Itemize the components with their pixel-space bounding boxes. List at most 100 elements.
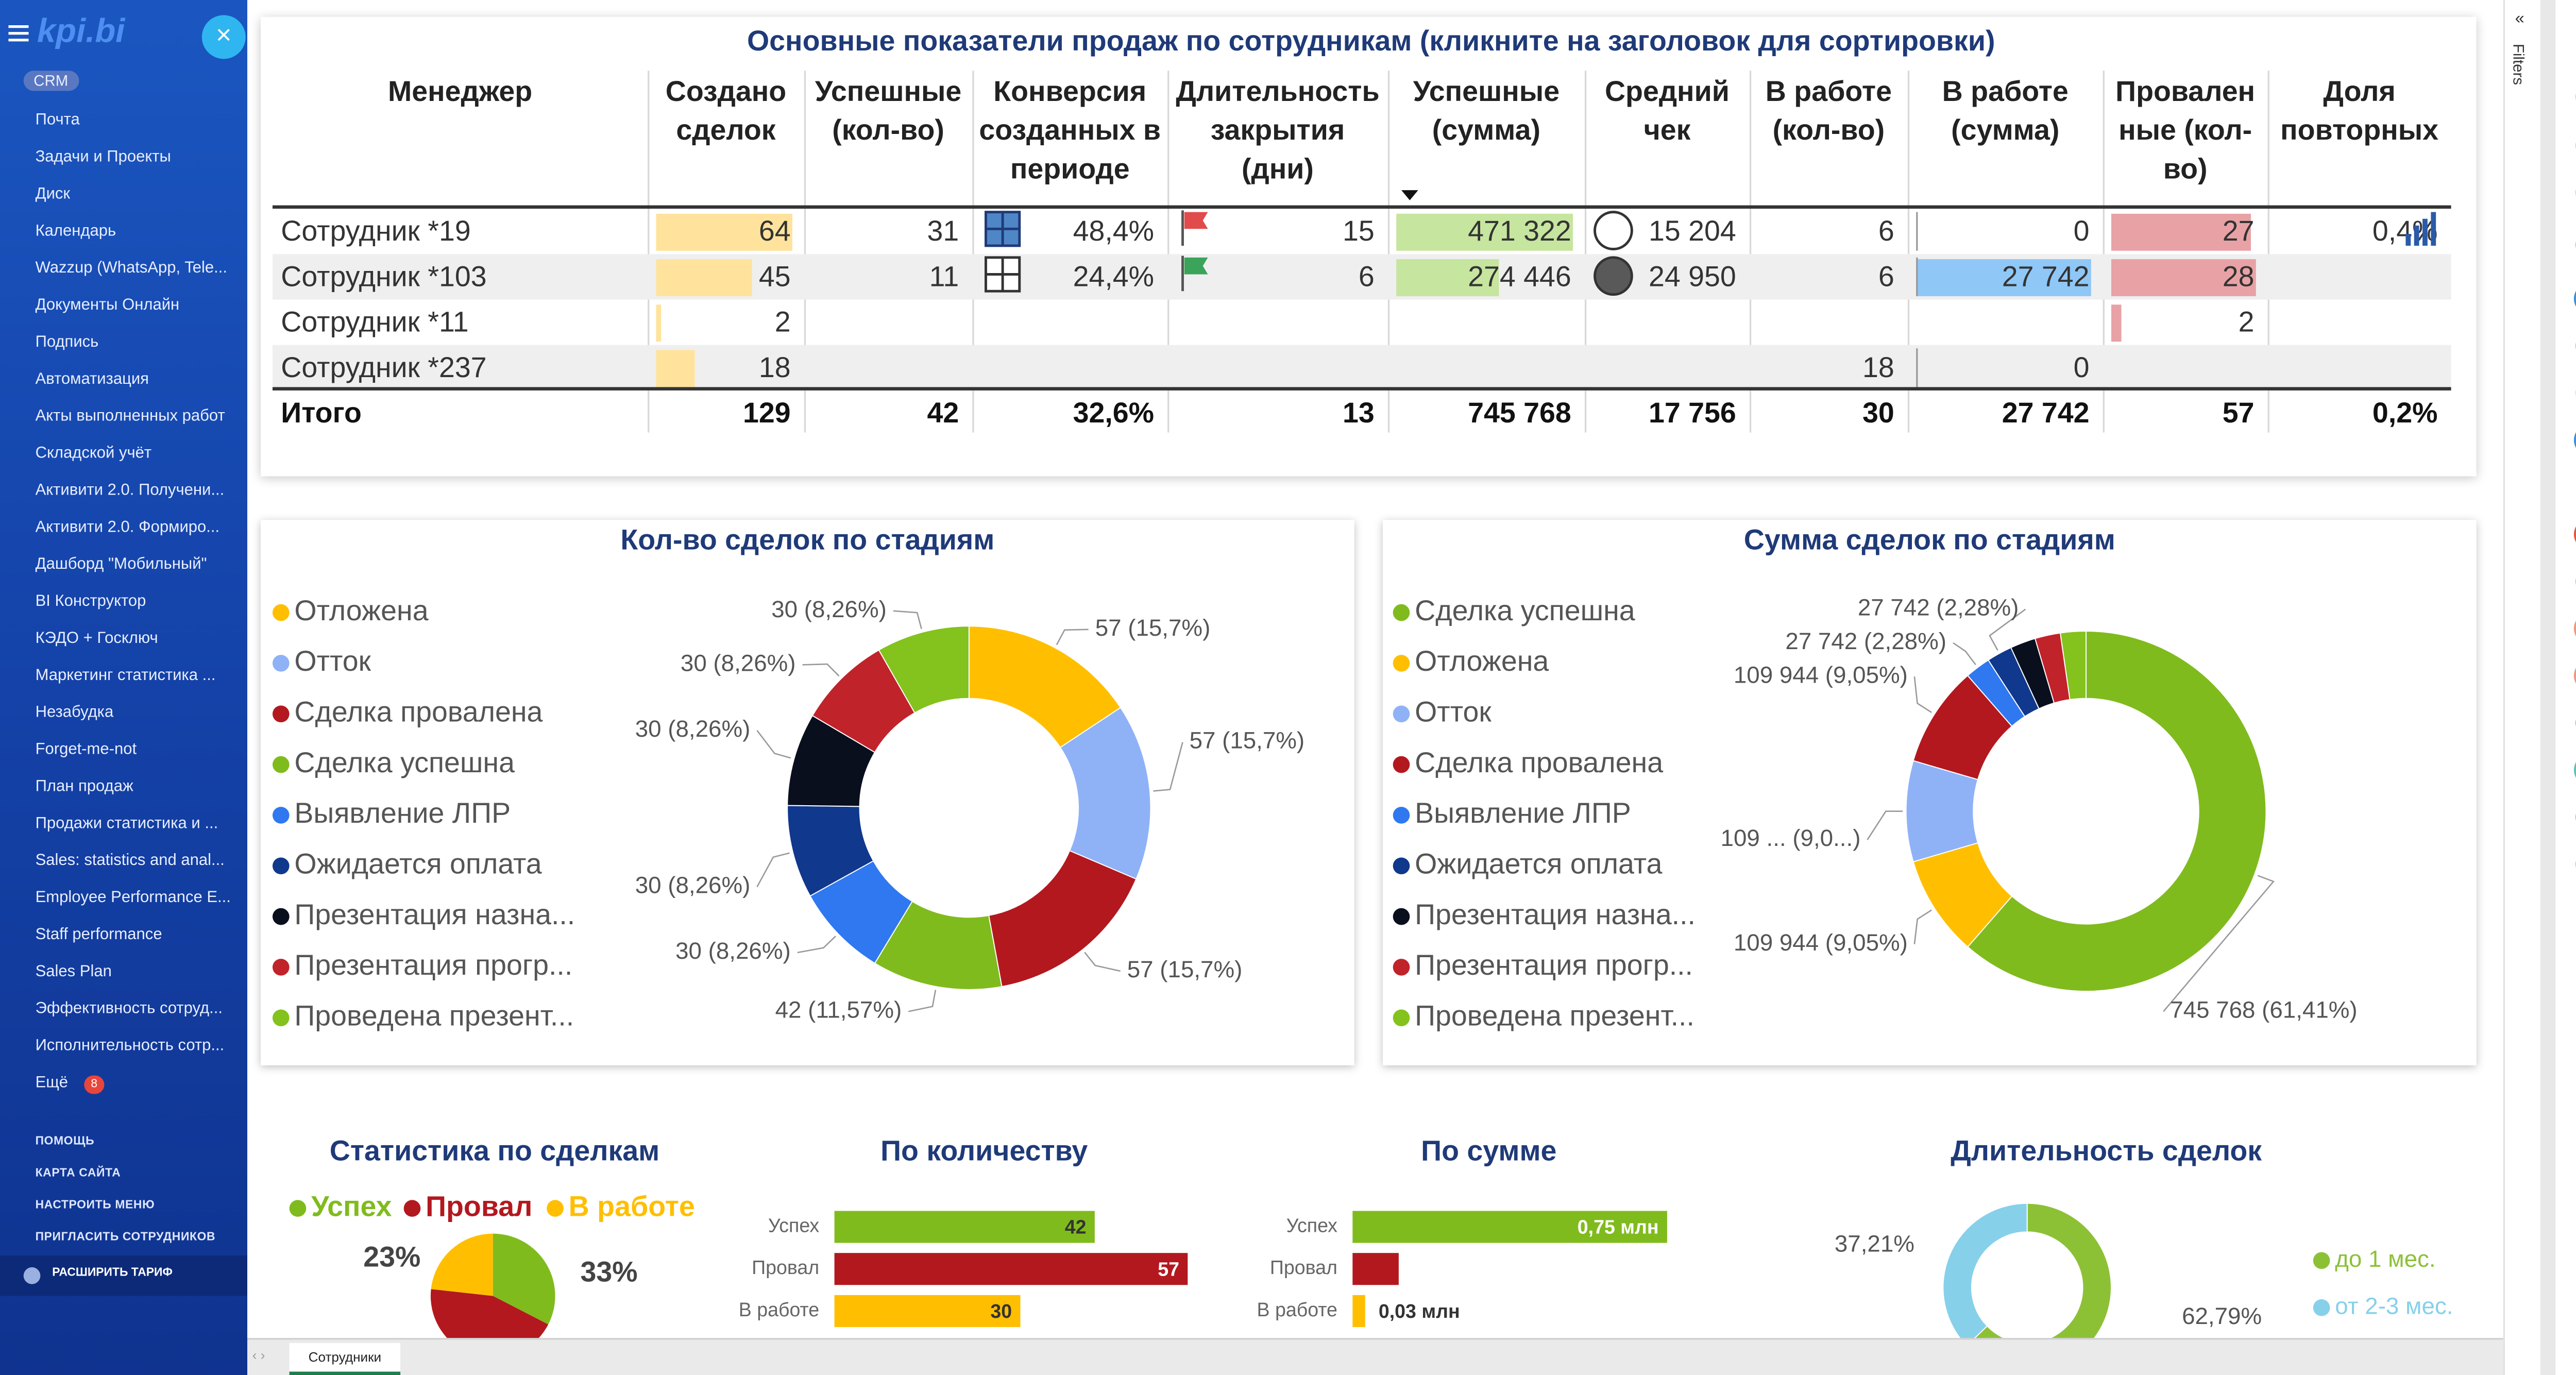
data-bar	[1396, 258, 1499, 296]
bar	[834, 1295, 1021, 1327]
close-button[interactable]: ×	[201, 15, 246, 59]
menu-item[interactable]: Документы Онлайн	[35, 296, 180, 315]
avatar[interactable]: TB	[2573, 754, 2576, 786]
tab-scroll[interactable]: ‹ ›	[252, 1348, 265, 1364]
footer-link[interactable]: ПРИГЛАСИТЬ СОТРУДНИКОВ	[35, 1232, 216, 1244]
footer-link[interactable]: ПОМОЩЬ	[35, 1136, 95, 1148]
legend-marker	[272, 959, 290, 976]
menu-item[interactable]: Исполнительность сотр...	[35, 1037, 225, 1056]
footer-link[interactable]: НАСТРОИТЬ МЕНЮ	[35, 1200, 155, 1212]
avatar[interactable]: AC	[2573, 424, 2576, 456]
menu-item[interactable]: Задачи и Проекты	[35, 148, 171, 167]
avatar[interactable]: KO	[2573, 613, 2576, 645]
menu-item[interactable]: Подпись	[35, 333, 99, 352]
menu-item[interactable]: Дашборд "Мобильный"	[35, 555, 207, 574]
avatar[interactable]: EB	[2573, 518, 2576, 551]
menu-item[interactable]: Складской учёт	[35, 444, 152, 463]
bar	[834, 1253, 1188, 1285]
menu-item[interactable]: План продаж	[35, 777, 133, 796]
column-header[interactable]: Успешные (кол-во)	[815, 76, 962, 147]
column-header[interactable]: В работе (сумма)	[1942, 76, 2069, 147]
leader-line	[1867, 810, 1903, 840]
avatar[interactable]: MM	[2573, 282, 2576, 315]
menu-item[interactable]: Активити 2.0. Получени...	[35, 481, 225, 500]
menu-item[interactable]: Wazzup (WhatsApp, Tele...	[35, 259, 227, 278]
menu-item[interactable]: Почта	[35, 111, 80, 130]
footer-link[interactable]: КАРТА САЙТА	[35, 1168, 121, 1180]
table-cell: 28	[2222, 261, 2255, 293]
leader-line	[1953, 642, 1976, 666]
menu-item[interactable]: Автоматизация	[35, 370, 149, 389]
data-bar	[1916, 258, 2091, 296]
avatar[interactable]: MA	[2573, 659, 2576, 692]
column-separator	[1167, 71, 1170, 433]
menu-item[interactable]: Sales Plan	[35, 962, 112, 981]
menu-item[interactable]: Sales: statistics and anal...	[35, 852, 225, 870]
data-bar	[656, 349, 694, 386]
legend-marker	[2313, 1299, 2330, 1316]
menu-item[interactable]: Продажи статистика и ...	[35, 814, 218, 834]
menu-item[interactable]: КЭДО + Госключ	[35, 629, 158, 648]
leader-line	[802, 663, 840, 677]
menu-item[interactable]: Активити 2.0. Формиро...	[35, 518, 220, 537]
menu-icon[interactable]	[8, 24, 32, 44]
leader-line	[2163, 875, 2275, 1012]
legend-marker	[1393, 705, 1410, 723]
menu-item[interactable]: Диск	[35, 185, 71, 204]
collapse-icon[interactable]: «	[2515, 10, 2524, 29]
legend-label: Отложена	[294, 595, 428, 626]
legend-marker	[1393, 655, 1410, 672]
menu-item[interactable]: Незабудка	[35, 703, 114, 722]
row-label: Сотрудник *19	[281, 215, 471, 248]
column-separator	[2267, 71, 2269, 433]
column-header[interactable]: Доля повторных	[2280, 76, 2439, 147]
leader-line	[1989, 608, 2026, 651]
leader-line	[893, 610, 922, 630]
bar	[1352, 1253, 1399, 1285]
upgrade-button[interactable]: РАСШИРИТЬ ТАРИФ	[0, 1255, 248, 1296]
table-cell: 0,2%	[2372, 397, 2438, 430]
crm-badge[interactable]: CRM	[23, 71, 78, 91]
logo[interactable]: kpi.bi	[37, 13, 125, 51]
column-header[interactable]: Менеджер	[387, 76, 533, 108]
slice	[1059, 707, 1151, 880]
menu-item[interactable]: Эффективность сотруд...	[35, 999, 223, 1018]
data-label: 57 (15,7%)	[1190, 727, 1305, 754]
table-cell: 471 322	[1468, 215, 1571, 248]
column-header[interactable]: Средний чек	[1604, 76, 1730, 147]
tab[interactable]: Сотрудники	[289, 1343, 401, 1375]
table-cell: 27	[2222, 215, 2255, 248]
legend-marker	[1393, 959, 1410, 976]
column-header[interactable]: Проваленные (кол-во)	[2115, 76, 2256, 185]
data-label: 745 768 (61,41%)	[2170, 996, 2357, 1023]
upgrade-label: РАСШИРИТЬ ТАРИФ	[52, 1267, 173, 1279]
menu-item[interactable]: Акты выполненных работ	[35, 407, 225, 426]
menu-item[interactable]: BI Конструктор	[35, 592, 146, 611]
menu-item[interactable]: Forget-me-not	[35, 740, 137, 759]
column-header[interactable]: В работе (кол-во)	[1765, 76, 1892, 147]
category-label: Успех	[1286, 1214, 1337, 1236]
legend-marker	[272, 1009, 290, 1027]
chart-title: Статистика по сделкам	[330, 1134, 659, 1166]
column-header[interactable]: Создано сделок	[665, 76, 787, 147]
data-label: 109 944 (9,05%)	[1734, 929, 1908, 956]
legend-label: Ожидается оплата	[294, 847, 541, 879]
data-label: 27 742 (2,28%)	[1785, 628, 1946, 654]
legend-marker	[1393, 807, 1410, 824]
menu-item[interactable]: Маркетинг статистика ...	[35, 666, 216, 685]
tab-bar: ‹ › Сотрудники	[247, 1338, 2540, 1375]
legend-label: Сделка провалена	[294, 695, 543, 727]
column-header[interactable]: Конверсия созданных в периоде	[979, 76, 1161, 185]
data-label: 0,03 млн	[1379, 1300, 1460, 1322]
data-bar	[1396, 213, 1573, 250]
filters-pane[interactable]: « Filters	[2503, 0, 2542, 1375]
menu-item[interactable]: Employee Performance E...	[35, 888, 231, 907]
menu-item[interactable]: Календарь	[35, 222, 116, 241]
menu-item[interactable]: Ещё	[35, 1074, 69, 1093]
table-cell: 15 204	[1649, 215, 1736, 248]
column-header[interactable]: Длительность закрытия (дни)	[1176, 76, 1380, 185]
menu-item[interactable]: Staff performance	[35, 925, 162, 944]
column-header[interactable]: Успешные (сумма)	[1413, 76, 1560, 147]
legend-label: Отток	[1415, 695, 1492, 727]
